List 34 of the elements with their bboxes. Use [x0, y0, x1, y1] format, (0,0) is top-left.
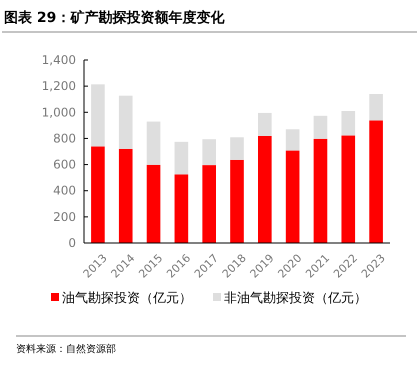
y-tick-label: 600 — [53, 158, 76, 172]
bar — [369, 94, 383, 121]
y-tick-label: 200 — [53, 210, 76, 224]
bar — [202, 139, 216, 166]
bar — [258, 136, 272, 243]
bar — [286, 129, 300, 151]
bar — [91, 84, 105, 147]
y-tick-label: 1,400 — [42, 53, 76, 67]
bar — [202, 165, 216, 243]
y-tick-label: 400 — [53, 184, 76, 198]
bar — [314, 138, 328, 243]
legend-label: 非油气勘探投资（亿元） — [224, 291, 367, 306]
bar — [118, 96, 133, 149]
bar — [341, 136, 356, 243]
y-tick-label: 1,200 — [42, 79, 76, 94]
bar — [369, 120, 383, 243]
chart-title: 图表 29：矿产勘探投资额年度变化 — [4, 9, 226, 26]
bar — [258, 112, 272, 136]
bar — [230, 137, 244, 160]
bar — [118, 148, 133, 243]
bar — [174, 174, 188, 243]
bar — [146, 164, 160, 243]
bar — [230, 160, 244, 243]
bar — [174, 142, 188, 175]
bar — [146, 122, 160, 165]
bar — [341, 110, 356, 136]
bar — [91, 146, 105, 243]
y-tick-label: 0 — [68, 236, 76, 250]
legend-label: 油气勘探投资（亿元） — [62, 291, 192, 306]
bar — [286, 150, 300, 243]
y-tick-label: 800 — [53, 131, 76, 146]
bar — [314, 116, 328, 139]
text: 资料来源：自然资源部 — [16, 343, 116, 355]
y-tick-label: 1,000 — [42, 105, 76, 120]
